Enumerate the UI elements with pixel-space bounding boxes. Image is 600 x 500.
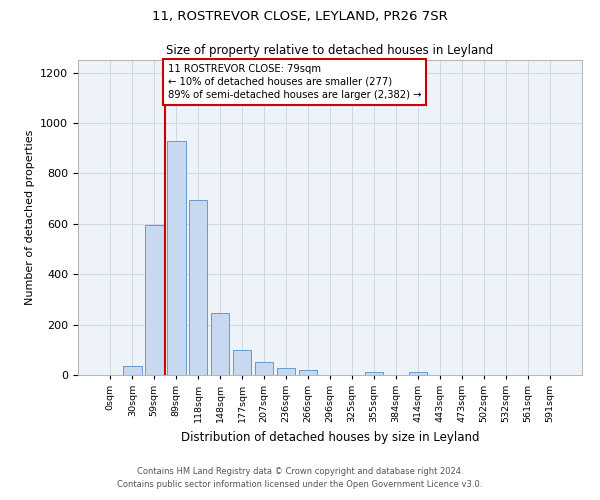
Bar	[211, 314, 229, 375]
Bar	[277, 368, 295, 375]
Y-axis label: Number of detached properties: Number of detached properties	[25, 130, 35, 305]
Bar	[123, 366, 142, 375]
Text: 11 ROSTREVOR CLOSE: 79sqm
← 10% of detached houses are smaller (277)
89% of semi: 11 ROSTREVOR CLOSE: 79sqm ← 10% of detac…	[168, 64, 421, 100]
Bar	[233, 350, 251, 375]
Title: Size of property relative to detached houses in Leyland: Size of property relative to detached ho…	[166, 44, 494, 58]
Bar	[409, 372, 427, 375]
X-axis label: Distribution of detached houses by size in Leyland: Distribution of detached houses by size …	[181, 430, 479, 444]
Bar	[365, 372, 383, 375]
Bar	[299, 370, 317, 375]
Text: Contains HM Land Registry data © Crown copyright and database right 2024.
Contai: Contains HM Land Registry data © Crown c…	[118, 468, 482, 489]
Bar	[145, 225, 164, 375]
Text: 11, ROSTREVOR CLOSE, LEYLAND, PR26 7SR: 11, ROSTREVOR CLOSE, LEYLAND, PR26 7SR	[152, 10, 448, 23]
Bar	[167, 140, 185, 375]
Bar	[189, 200, 208, 375]
Bar	[255, 362, 274, 375]
